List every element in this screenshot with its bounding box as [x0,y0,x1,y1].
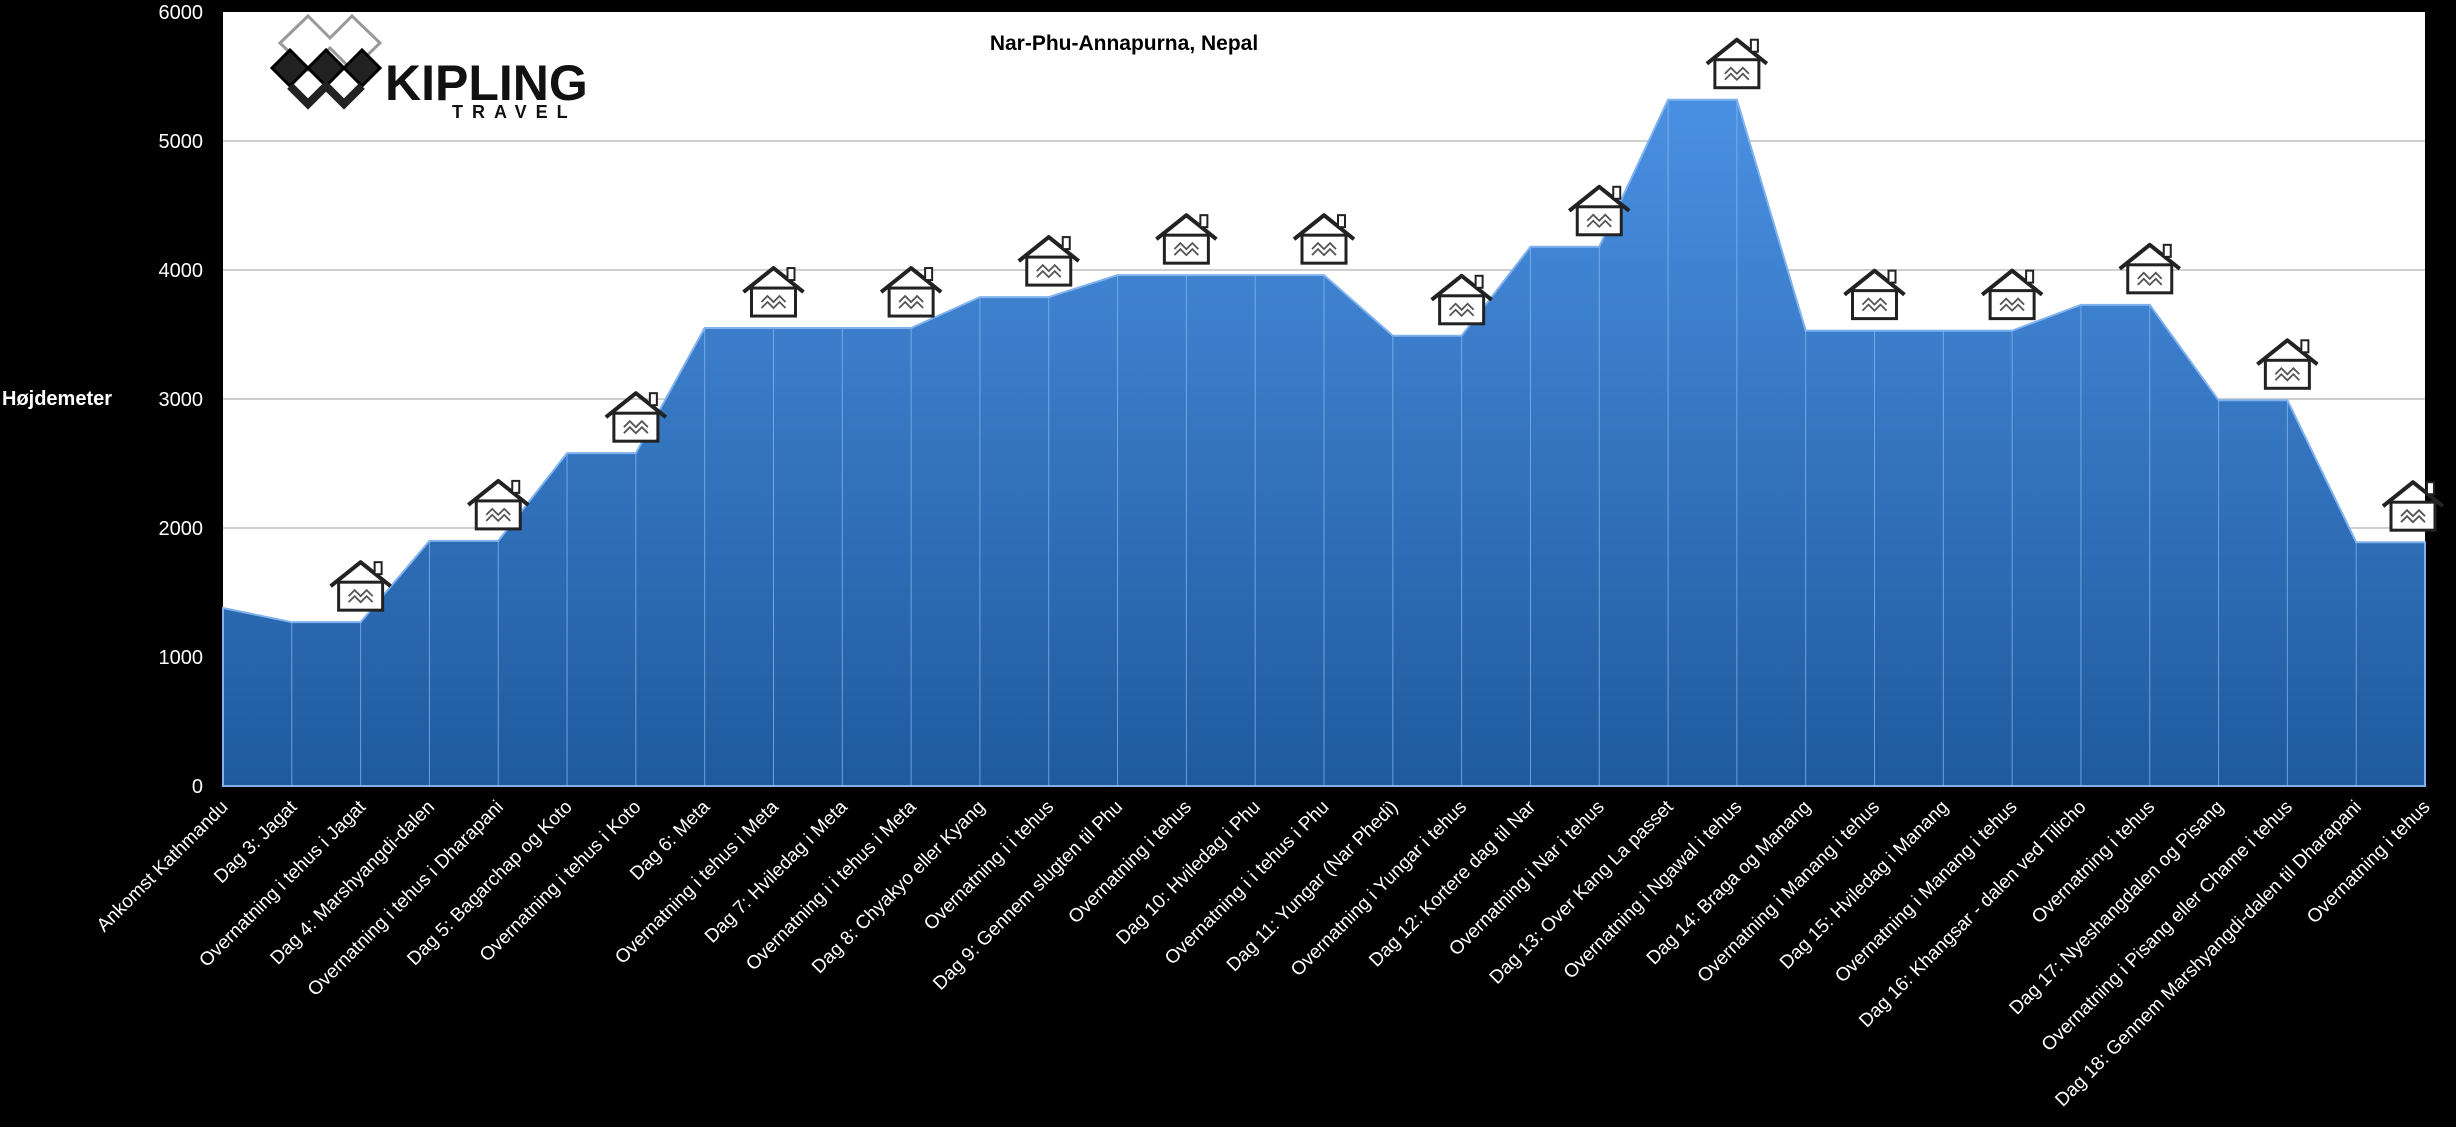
y-tick-label: 5000 [159,131,204,153]
y-axis-label: Højdemeter [2,388,112,410]
y-tick-label: 0 [192,776,203,798]
y-tick-label: 1000 [159,647,204,669]
x-category-label: Overnatning i tehus [2028,797,2159,928]
x-category-label: Overnatning i i tehus [920,797,1058,935]
y-tick-label: 6000 [159,2,204,24]
y-tick-label: 2000 [159,518,204,540]
y-tick-label: 4000 [159,260,204,282]
logo-sub: TRAVEL [452,102,577,122]
chart-title: Nar-Phu-Annapurna, Nepal [990,32,1258,55]
x-category-label: Overnatning i tehus [1065,797,1196,928]
endless-knot-icon [269,13,383,110]
y-axis-ticks: 0 1000 2000 3000 4000 5000 6000 [159,2,204,798]
y-tick-label: 3000 [159,389,204,411]
category-separators [291,99,2357,786]
x-category-label: Ankomst Kathmandu [93,797,233,937]
kipling-logo: KIPLING TRAVEL [269,13,588,122]
x-category-label: Overnatning i tehus [2303,797,2434,928]
logo-name: KIPLING [385,55,588,111]
x-category-label: Overnatning i Pisang eller Chame i tehus [2038,797,2297,1056]
